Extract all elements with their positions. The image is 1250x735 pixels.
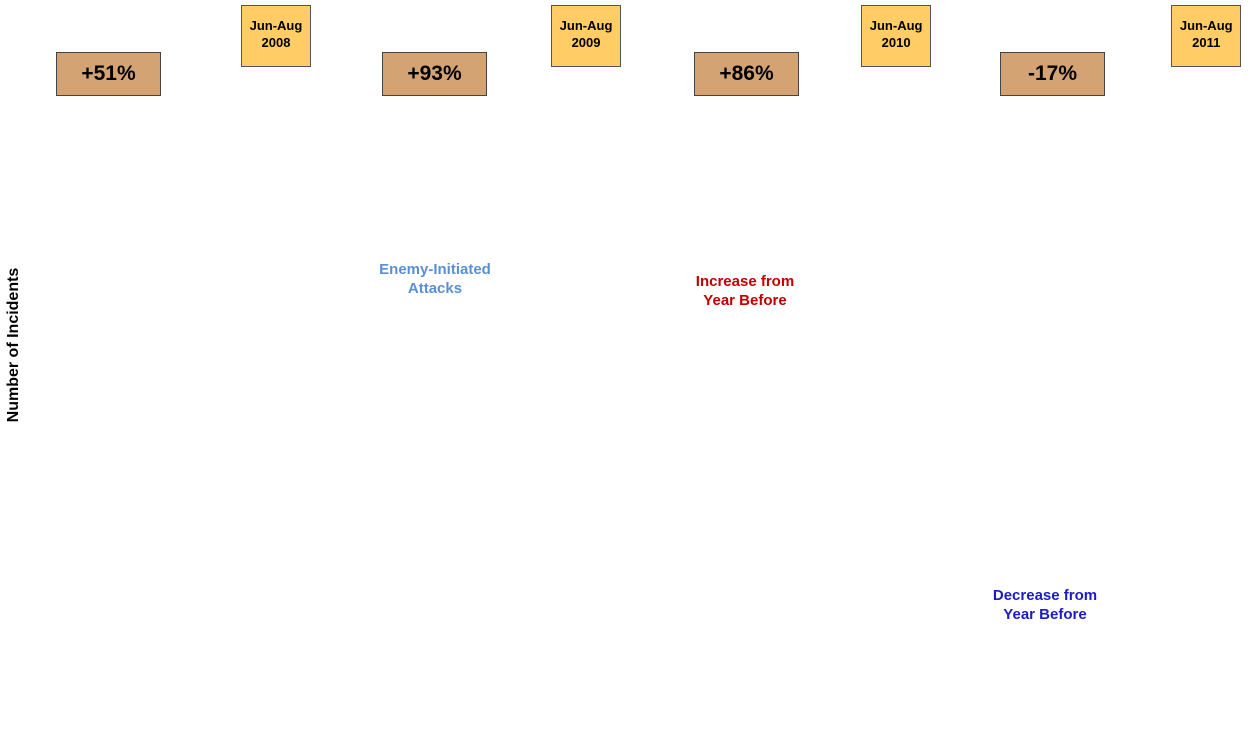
highlight-label: Jun-Aug 2008: [241, 5, 311, 67]
y-axis-title: Number of Incidents: [5, 268, 22, 423]
annotation: Decrease from Year Before: [992, 587, 1098, 623]
annotation: Increase from Year Before: [695, 273, 795, 309]
annotation: Enemy-Initiated Attacks: [379, 261, 491, 297]
highlight-label: Jun-Aug 2009: [551, 5, 621, 67]
change-label: +86%: [694, 52, 799, 96]
highlight-label: Jun-Aug 2011: [1171, 5, 1241, 67]
change-label: +93%: [382, 52, 487, 96]
change-label: -17%: [1000, 52, 1105, 96]
change-label: +51%: [56, 52, 161, 96]
highlight-label: Jun-Aug 2010: [861, 5, 931, 67]
